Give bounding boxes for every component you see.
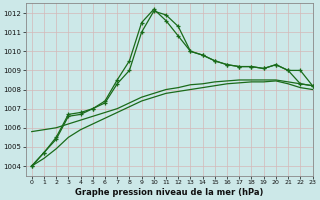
X-axis label: Graphe pression niveau de la mer (hPa): Graphe pression niveau de la mer (hPa) <box>75 188 263 197</box>
